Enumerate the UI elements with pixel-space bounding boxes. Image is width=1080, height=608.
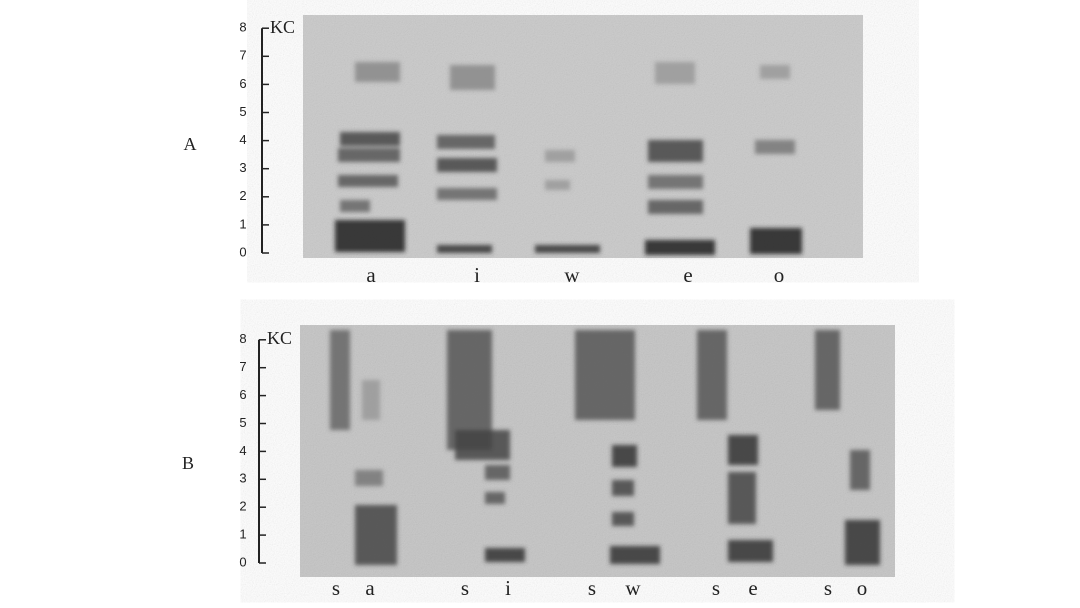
formant-bands <box>330 62 880 565</box>
panel-label: B <box>182 453 194 473</box>
y-tick-label: 0 <box>239 244 246 259</box>
formant-band <box>575 330 635 420</box>
y-tick-label: 8 <box>239 20 246 35</box>
formant-band <box>485 548 525 562</box>
formant-band <box>612 480 634 496</box>
formant-band <box>535 245 600 253</box>
y-tick-label: 8 <box>239 331 246 346</box>
formant-band <box>750 228 802 254</box>
formant-band <box>612 512 634 526</box>
segment-label: s <box>824 576 832 600</box>
axes: 0 1 2 3 4 5 6 7 8 a i w e o 0 1 2 3 4 5 6 7 8 s a s i s w s e s o <box>239 20 867 600</box>
formant-band <box>437 158 497 172</box>
formant-band <box>655 62 695 84</box>
formant-band <box>760 65 790 79</box>
formant-band <box>645 240 715 255</box>
formant-band <box>355 470 383 486</box>
formant-band <box>338 148 400 162</box>
y-tick-label: 1 <box>239 216 246 231</box>
formant-band <box>340 200 370 212</box>
y-tick-label: 1 <box>239 527 246 542</box>
formant-band <box>755 140 795 154</box>
segment-label: o <box>774 263 785 287</box>
formant-band <box>545 180 570 190</box>
formant-band <box>845 520 880 565</box>
formant-band <box>612 445 637 467</box>
y-tick-label: 7 <box>239 359 246 374</box>
formant-band <box>648 140 703 162</box>
unit-label: KC <box>267 328 292 348</box>
segment-label: s <box>712 576 720 600</box>
y-tick-label: 3 <box>239 471 246 486</box>
formant-band <box>815 330 840 410</box>
formant-band <box>648 175 703 189</box>
y-tick-label: 4 <box>239 443 246 458</box>
segment-label: s <box>461 576 469 600</box>
formant-band <box>648 200 703 214</box>
formant-band <box>545 150 575 162</box>
y-tick-label: 2 <box>239 188 246 203</box>
y-tick-label: 4 <box>239 132 246 147</box>
formant-band <box>485 465 510 480</box>
unit-label: KC <box>270 17 295 37</box>
segment-label: w <box>625 576 641 600</box>
formant-band <box>437 245 492 253</box>
y-tick-label: 5 <box>239 415 246 430</box>
segment-label: a <box>366 263 376 287</box>
formant-band <box>610 546 660 564</box>
segment-label: w <box>564 263 580 287</box>
segment-label: e <box>748 576 757 600</box>
y-tick-label: 6 <box>239 76 246 91</box>
panel-label: A <box>184 134 197 154</box>
formant-band <box>355 62 400 82</box>
formant-band <box>728 472 756 500</box>
formant-band <box>338 175 398 187</box>
formant-band <box>330 330 350 430</box>
formant-band <box>455 430 510 460</box>
segment-label: s <box>588 576 596 600</box>
formant-band <box>485 492 505 504</box>
y-tick-label: 2 <box>239 499 246 514</box>
segment-label: i <box>505 576 511 600</box>
segment-label: a <box>365 576 375 600</box>
formant-band <box>697 330 727 420</box>
y-tick-label: 3 <box>239 160 246 175</box>
y-tick-label: 6 <box>239 387 246 402</box>
formant-band <box>728 500 756 524</box>
formant-band <box>450 65 495 90</box>
formant-band <box>335 220 405 252</box>
segment-label: i <box>474 263 480 287</box>
formant-band <box>340 132 400 146</box>
segment-label: s <box>332 576 340 600</box>
formant-band <box>728 435 758 465</box>
formant-band <box>355 505 397 565</box>
segment-label: o <box>857 576 868 600</box>
y-tick-label: 5 <box>239 104 246 119</box>
formant-band <box>850 450 870 490</box>
formant-band <box>728 540 773 562</box>
segment-label: e <box>683 263 692 287</box>
formant-band <box>437 188 497 200</box>
y-tick-label: 0 <box>239 554 246 569</box>
formant-band <box>362 380 380 420</box>
formant-band <box>437 135 495 149</box>
y-tick-label: 7 <box>239 48 246 63</box>
